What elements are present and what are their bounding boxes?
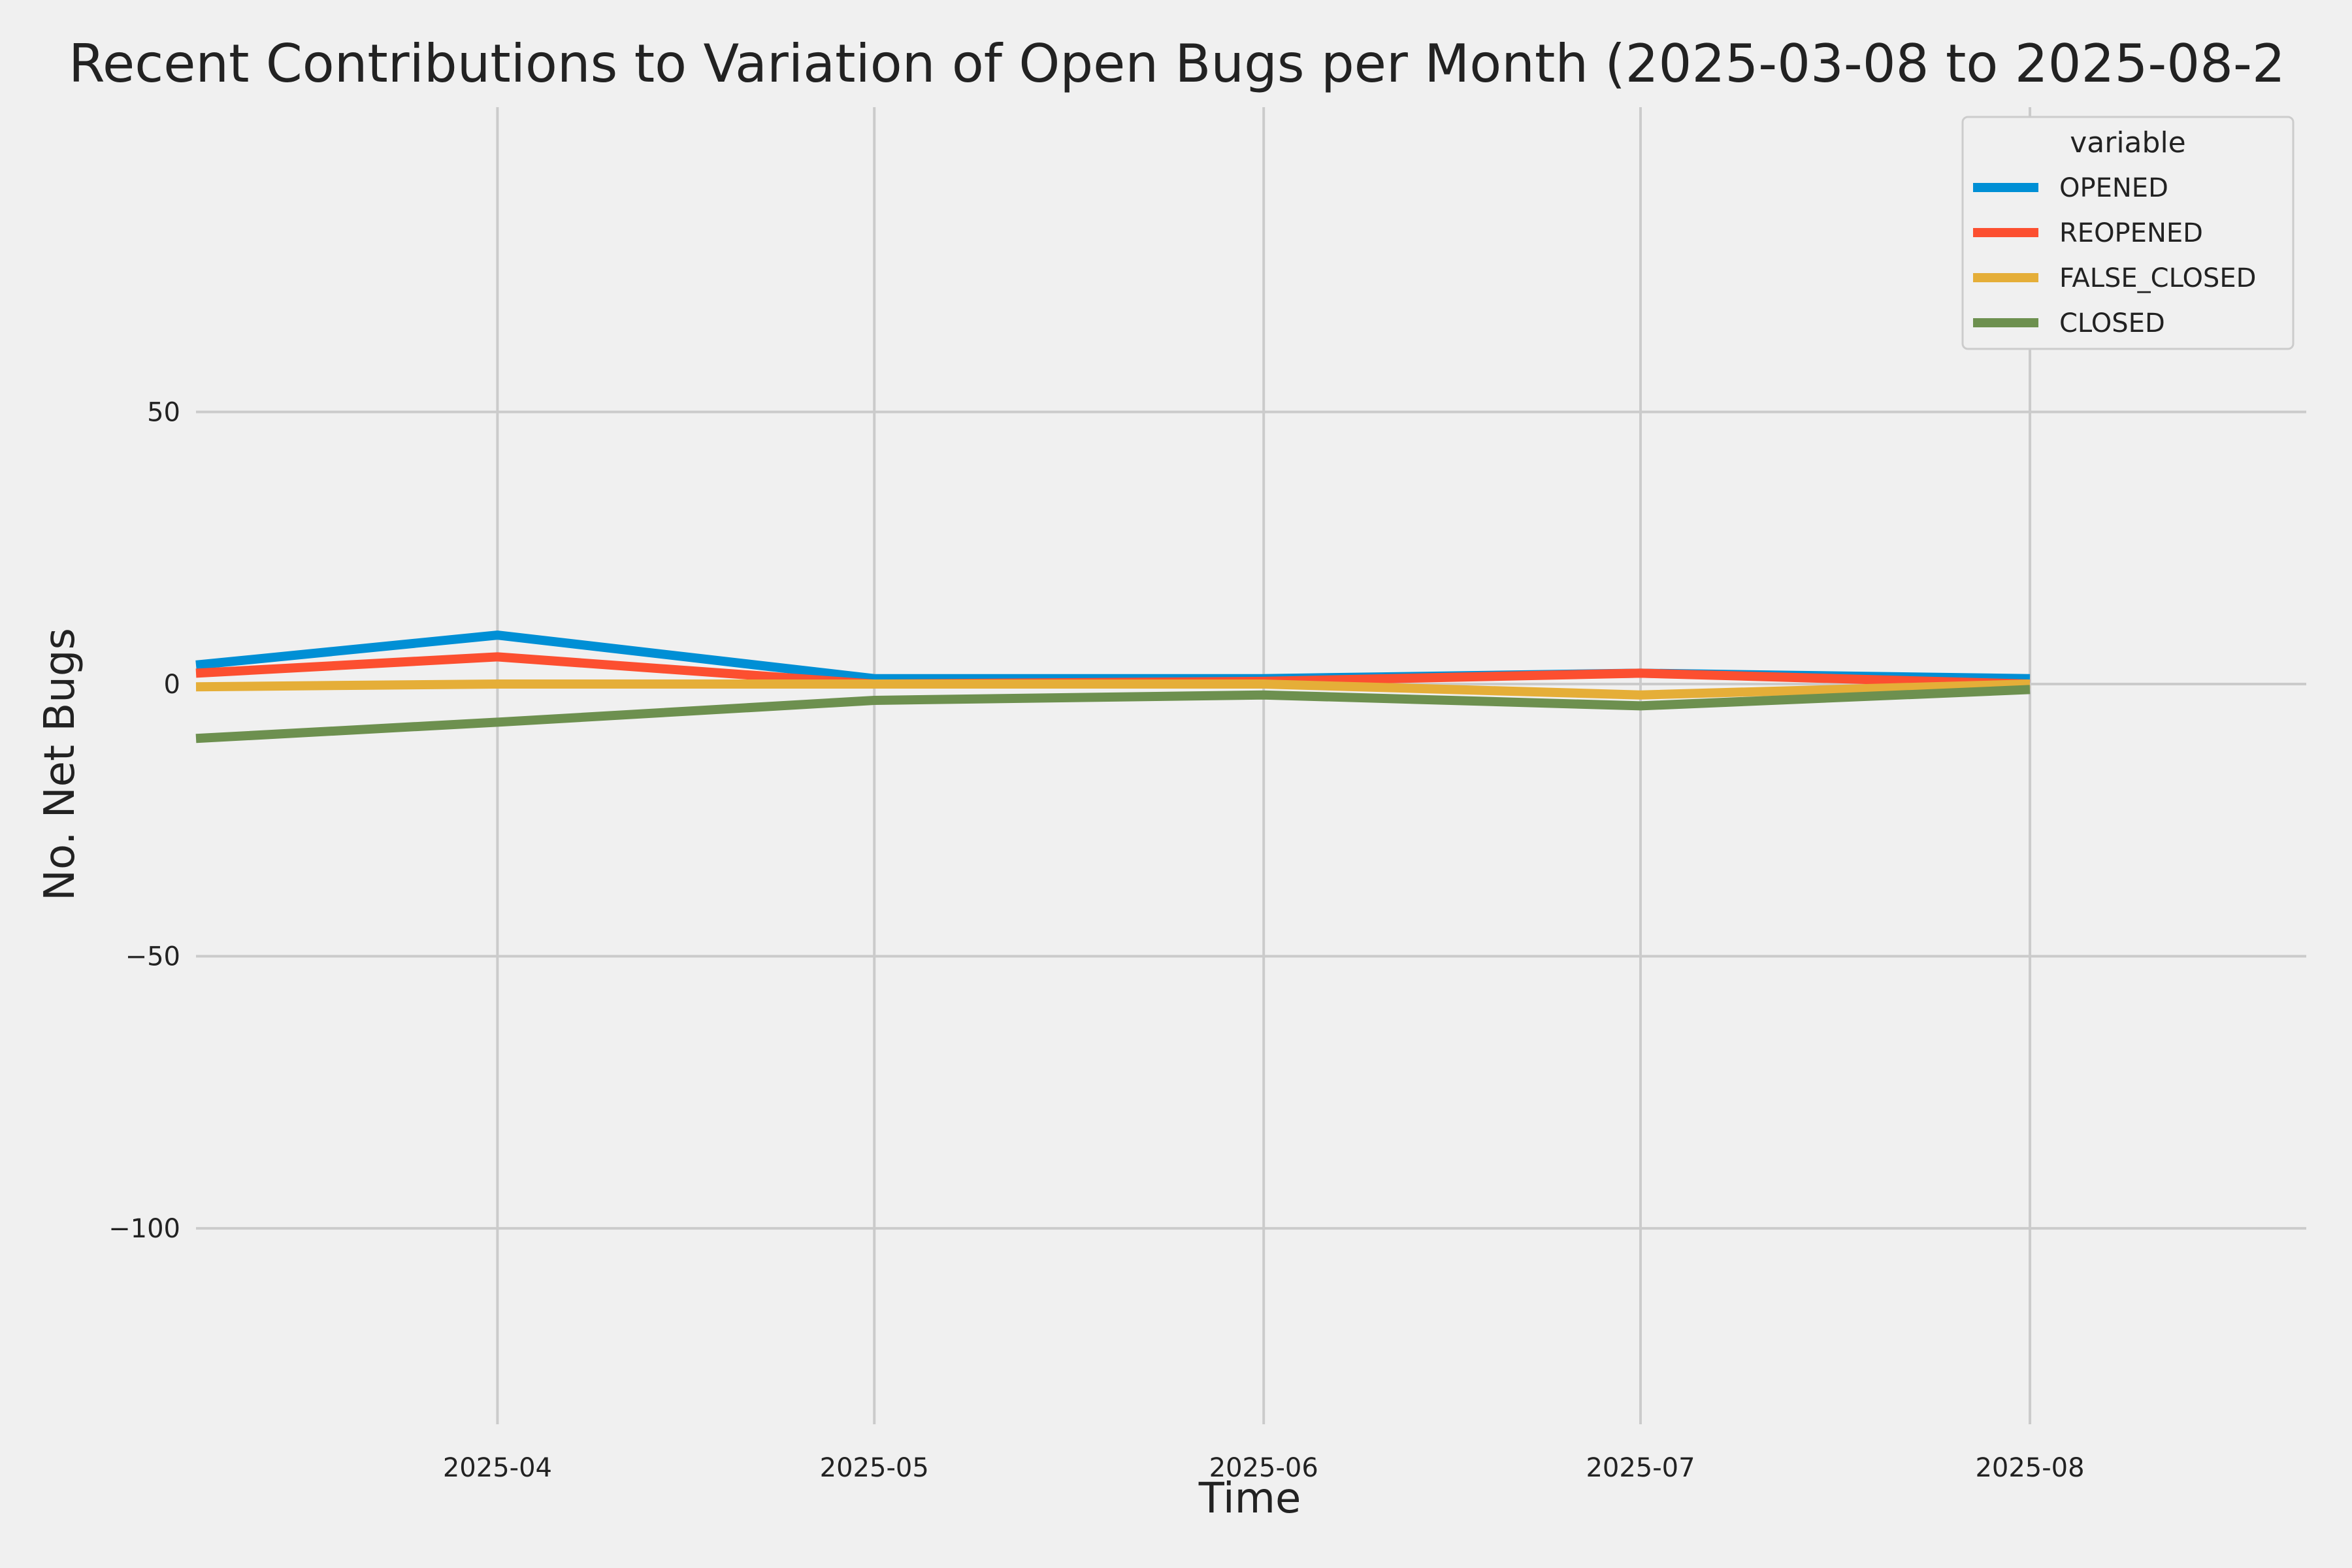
y-tick-label: −50 [125,942,180,972]
legend-label: REOPENED [2059,218,2203,248]
legend-label: CLOSED [2059,308,2165,338]
series-line-false-closed [195,679,2031,700]
x-tick-label: 2025-05 [820,1453,929,1483]
y-tick-label: 50 [147,398,180,428]
x-tick-label: 2025-04 [443,1453,552,1483]
legend-entries: OPENED REOPENED FALSE_CLOSED CLOSED [1973,173,2256,338]
y-tick-label: 0 [164,670,180,700]
x-tick-label: 2025-08 [1975,1453,2084,1483]
series-line-closed [195,685,2031,743]
legend-label: FALSE_CLOSED [2059,263,2256,293]
series-lines [195,630,2031,743]
tick-labels: 50 0 −50 −100 2025-04 2025-05 2025-06 2025-07 20… [108,398,2084,1483]
legend-box [1961,116,2295,350]
y-axis-label: No. Net Bugs [36,628,84,901]
y-tick-label: −100 [108,1214,180,1244]
legend-title: variable [2070,126,2186,159]
chart-title: Recent Contributions to Variation of Ope… [69,33,2285,94]
x-axis-label: Time [1198,1475,1301,1523]
legend-label: OPENED [2059,173,2168,203]
x-tick-label: 2025-07 [1586,1453,1695,1483]
x-tick-label: 2025-06 [1209,1453,1318,1483]
legend: variable OPENED REOPENED FALSE_CLOSED CLOSE… [1961,116,2295,350]
